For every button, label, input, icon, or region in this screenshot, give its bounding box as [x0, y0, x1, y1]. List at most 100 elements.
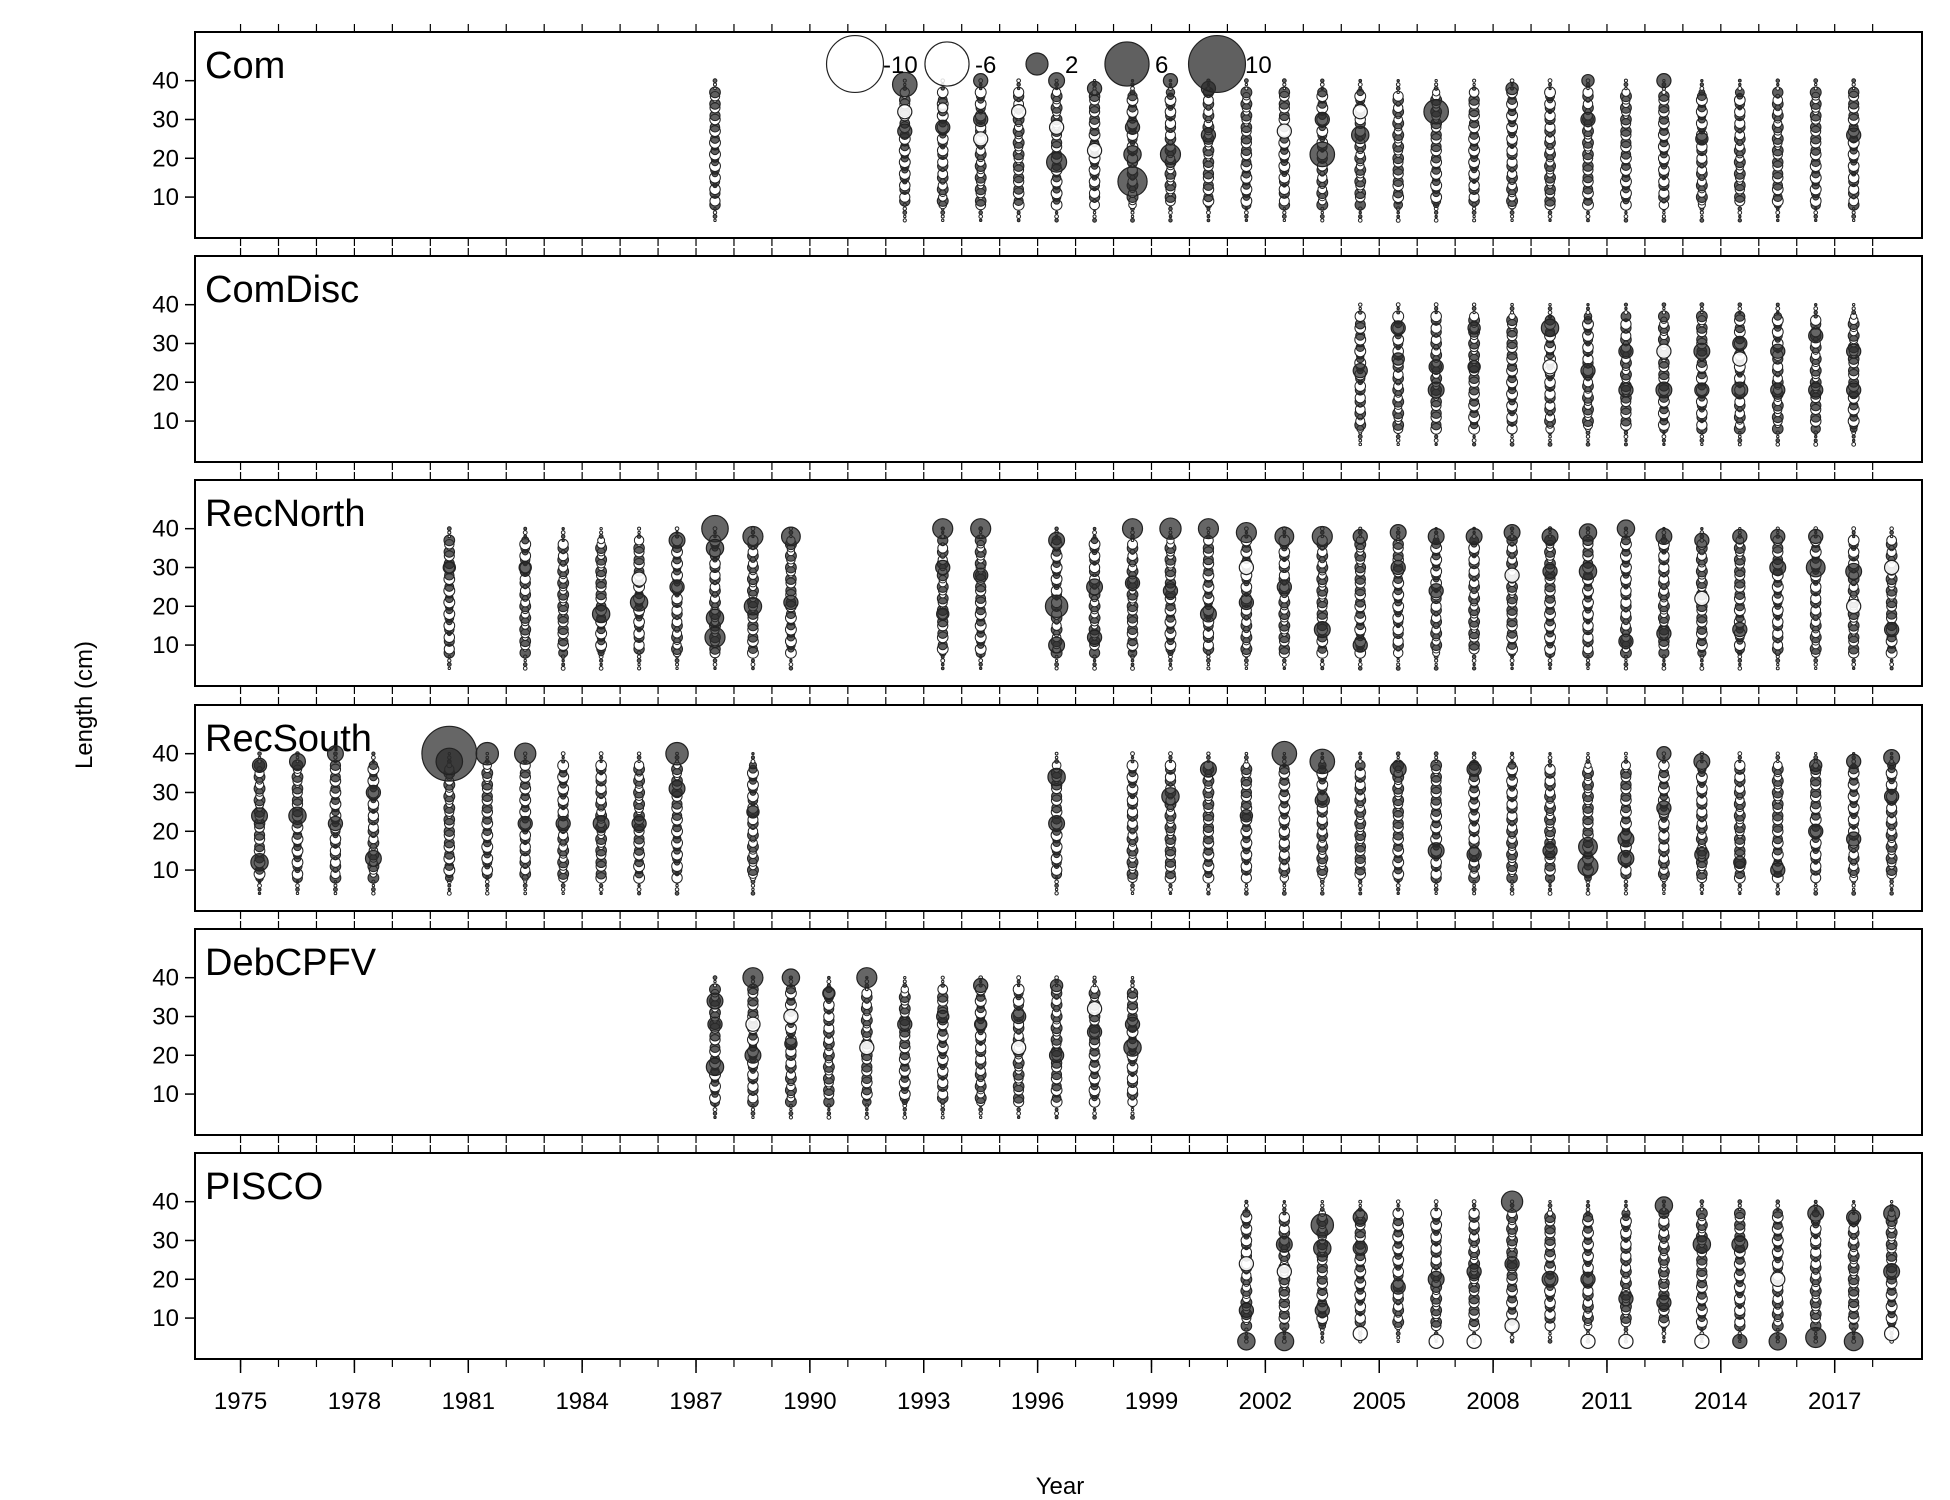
bubble-positive — [1117, 166, 1148, 197]
bubble-positive — [1471, 86, 1477, 91]
bubble-positive — [1775, 78, 1781, 83]
bubble-positive — [1775, 755, 1781, 760]
bubble-positive — [1352, 362, 1368, 379]
bubble-positive — [1243, 755, 1249, 760]
bubble-positive — [1199, 760, 1217, 778]
y-tick-label: 40 — [152, 68, 179, 95]
year-column-1994 — [974, 526, 987, 671]
bubble-positive — [1851, 530, 1856, 535]
bubble-negative — [940, 1115, 945, 1120]
bubble-positive — [1656, 800, 1672, 816]
bubble-positive — [1130, 658, 1135, 663]
bubble-negative — [903, 214, 907, 219]
bubble-negative — [1320, 883, 1325, 888]
bubble-positive — [561, 538, 565, 543]
bubble-negative — [713, 979, 717, 984]
bubble-positive — [1396, 214, 1401, 219]
bubble-negative — [1395, 82, 1401, 87]
bubble-positive — [902, 1107, 907, 1112]
y-tick-label: 20 — [152, 818, 179, 845]
bubble-positive — [1047, 767, 1066, 787]
bubble-negative — [1282, 887, 1287, 892]
bubble-negative — [1048, 119, 1065, 135]
bubble-negative — [1547, 658, 1553, 663]
bubble-positive — [1206, 658, 1211, 663]
bubble-positive — [1851, 890, 1857, 896]
bubble-negative — [1851, 82, 1856, 87]
bubble-positive — [514, 742, 537, 765]
bubble-positive — [1396, 78, 1400, 83]
bubble-negative — [1357, 759, 1363, 764]
bubble-negative — [1395, 438, 1401, 443]
bubble-positive — [1846, 753, 1862, 770]
bubble-positive — [1358, 755, 1362, 760]
bubble-positive — [1661, 662, 1667, 667]
bubble-positive — [442, 560, 457, 575]
bubble-negative — [1510, 883, 1514, 888]
bubble-negative — [675, 883, 679, 888]
bubble-negative — [1471, 302, 1477, 307]
bubble-positive — [1048, 72, 1066, 90]
bubble-negative — [788, 1115, 794, 1120]
year-column-2009 — [1544, 751, 1557, 896]
bubble-positive — [1281, 78, 1287, 84]
bubble-negative — [1889, 526, 1894, 531]
year-column-2014 — [1733, 526, 1746, 671]
bubble-negative — [1699, 665, 1705, 671]
bubble-negative — [1244, 82, 1249, 87]
bubble-positive — [1699, 658, 1704, 663]
year-column-2007 — [1468, 78, 1481, 223]
bubble-positive — [1238, 594, 1255, 611]
y-tick-label: 10 — [152, 857, 179, 884]
bubble-positive — [1016, 210, 1021, 215]
bubble-positive — [1510, 662, 1514, 667]
bubble-positive — [1738, 759, 1742, 764]
bubble-negative — [941, 1111, 945, 1116]
bubble-positive — [978, 662, 983, 667]
y-tick-label: 10 — [152, 632, 179, 659]
bubble-positive — [1738, 662, 1742, 667]
bubble-positive — [333, 887, 338, 892]
bubble-positive — [1309, 141, 1336, 168]
bubble-negative — [902, 979, 907, 984]
bubble-negative — [940, 214, 945, 219]
bubble-positive — [1851, 658, 1856, 663]
bubble-negative — [1357, 82, 1363, 87]
bubble-positive — [1016, 86, 1021, 91]
bubble-positive — [1243, 658, 1249, 663]
year-column-2009 — [1544, 78, 1557, 223]
bubble-negative — [940, 975, 945, 980]
bubble-positive — [1624, 438, 1628, 443]
bubble-positive — [1737, 78, 1742, 83]
bubble-positive — [295, 887, 300, 892]
bubble-positive — [1396, 306, 1400, 311]
bubble-negative — [1851, 218, 1856, 223]
bubble-positive — [1805, 557, 1826, 578]
bubble-positive — [1578, 836, 1598, 857]
bubble-negative — [1585, 890, 1591, 896]
bubble-negative — [1130, 887, 1135, 892]
bubble-negative — [713, 218, 717, 223]
bubble-positive — [1694, 846, 1710, 863]
bubble-negative — [1054, 891, 1059, 896]
bubble-positive — [1159, 517, 1182, 540]
bubble-positive — [1581, 73, 1595, 88]
bubble-positive — [1434, 310, 1438, 315]
bubble-negative — [1851, 306, 1856, 311]
bubble-negative — [1054, 755, 1059, 760]
bubble-negative — [1357, 218, 1363, 223]
bubble-positive — [599, 759, 603, 764]
bubble-negative — [1661, 89, 1667, 95]
bubble-negative — [750, 662, 756, 667]
bubble-positive — [1281, 890, 1287, 896]
bubble-positive — [940, 662, 945, 667]
bubble-positive — [713, 666, 717, 671]
bubble-positive — [1509, 442, 1515, 447]
bubble-positive — [1352, 637, 1368, 653]
bubble-negative — [1010, 104, 1027, 120]
bubble-negative — [1623, 78, 1628, 83]
bubble-positive — [592, 815, 610, 833]
bubble-positive — [599, 891, 603, 896]
bubble-positive — [1130, 755, 1135, 760]
bubble-positive — [1395, 434, 1401, 439]
